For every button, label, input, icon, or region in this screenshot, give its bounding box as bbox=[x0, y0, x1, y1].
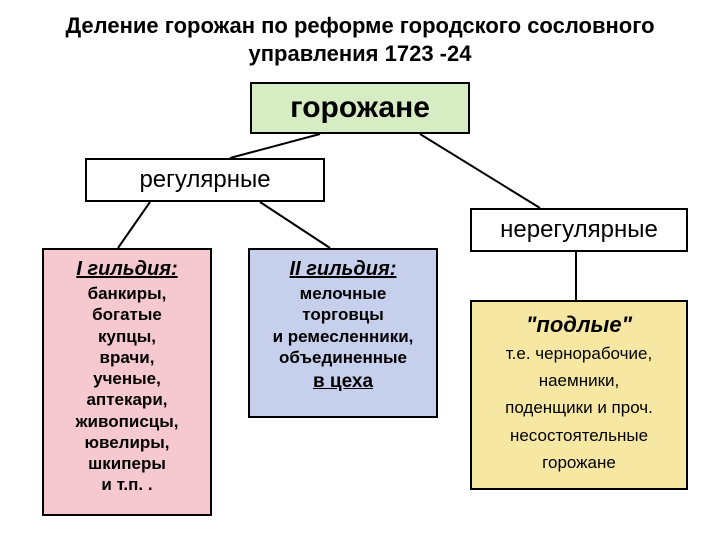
node-irregular-label: нерегулярные bbox=[500, 216, 658, 244]
node-podlye-body: т.е. чернорабочие,наемники,поденщики и п… bbox=[505, 340, 653, 476]
node-root-label: горожане bbox=[290, 91, 430, 125]
node-guild2: II гильдия: мелочныеторговцыи ремесленни… bbox=[248, 248, 438, 418]
node-guild2-title: II гильдия: bbox=[290, 258, 397, 281]
node-guild1-body: банкиры,богатыекупцы,врачи,ученые,аптека… bbox=[76, 283, 179, 496]
node-irregular: нерегулярные bbox=[470, 208, 688, 252]
node-root: горожане bbox=[250, 82, 470, 134]
node-regular-label: регулярные bbox=[139, 166, 270, 194]
node-guild2-body-top: мелочныеторговцыи ремесленники,объединен… bbox=[273, 283, 414, 368]
node-podlye: "подлые" т.е. чернорабочие,наемники,поде… bbox=[470, 300, 688, 490]
node-podlye-title: "подлые" bbox=[526, 312, 632, 338]
node-guild1-title: I гильдия: bbox=[76, 258, 177, 281]
node-regular: регулярные bbox=[85, 158, 325, 202]
diagram-title: Деление горожан по реформе городского со… bbox=[0, 12, 720, 67]
node-guild1: I гильдия: банкиры,богатыекупцы,врачи,уч… bbox=[42, 248, 212, 516]
node-guild2-body-under: в цеха bbox=[313, 370, 373, 394]
